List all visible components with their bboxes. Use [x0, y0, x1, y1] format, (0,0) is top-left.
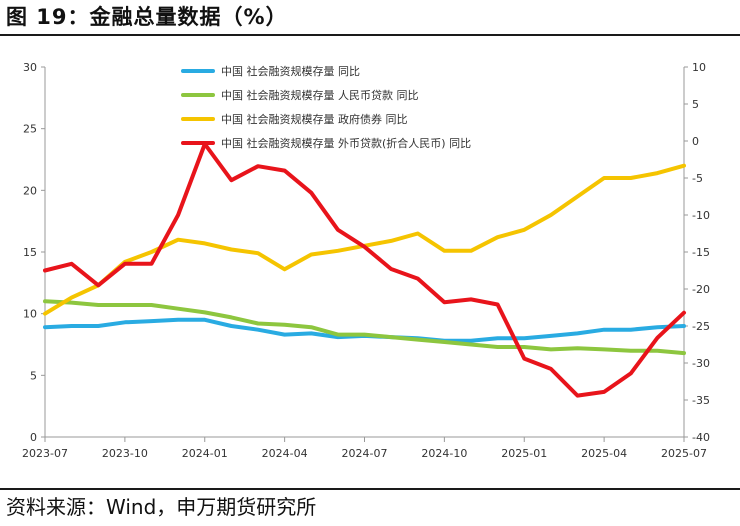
right-tick-label: -15: [692, 246, 710, 259]
x-tick-label: 2025-07: [661, 447, 707, 460]
legend-label-2: 中国 社会融资规模存量 人民币贷款 同比: [221, 88, 419, 102]
right-tick-label: -40: [692, 431, 710, 444]
right-tick-label: -10: [692, 209, 710, 222]
line-chart: 0 5 10 15 20 25 30 -40 -35 -30 -25 -20 -15 -10 -5 0 5 10 2…: [22, 61, 710, 460]
left-tick-label: 25: [23, 123, 37, 136]
x-tick-label: 2023-07: [22, 447, 68, 460]
x-tick-label: 2023-10: [102, 447, 148, 460]
source-note: 资料来源：Wind，申万期货研究所: [6, 495, 317, 519]
right-tick-label: -20: [692, 283, 710, 296]
top-rule: [0, 34, 740, 36]
figure-title: 图 19：金融总量数据（%）: [6, 5, 288, 29]
legend-label-1: 中国 社会融资规模存量 同比: [221, 64, 360, 78]
x-tick-label: 2024-10: [421, 447, 467, 460]
right-tick-label: 0: [692, 135, 699, 148]
legend-label-3: 中国 社会融资规模存量 政府债券 同比: [221, 112, 408, 126]
series-line-2: [43, 299, 686, 356]
x-tick-label: 2024-04: [262, 447, 308, 460]
bottom-rule: [0, 488, 740, 490]
x-tick-label: 2024-01: [182, 447, 228, 460]
left-tick-label: 10: [23, 308, 37, 321]
series-line-1: [43, 317, 686, 343]
x-tick-label: 2024-07: [342, 447, 388, 460]
right-tick-label: 5: [692, 98, 699, 111]
x-tick-label: 2025-04: [581, 447, 627, 460]
left-tick-label: 5: [30, 369, 37, 382]
series-line-3: [43, 163, 686, 316]
x-tick-label: 2025-01: [501, 447, 547, 460]
series-line-4: [43, 142, 686, 398]
right-tick-label: -25: [692, 320, 710, 333]
legend-label-4: 中国 社会融资规模存量 外币贷款(折合人民币) 同比: [221, 136, 471, 150]
right-tick-label: -30: [692, 357, 710, 370]
right-tick-label: -5: [692, 172, 703, 185]
left-tick-label: 0: [30, 431, 37, 444]
right-tick-label: -35: [692, 394, 710, 407]
left-tick-label: 30: [23, 61, 37, 74]
left-tick-label: 15: [23, 246, 37, 259]
left-tick-label: 20: [23, 184, 37, 197]
right-tick-label: 10: [692, 61, 706, 74]
